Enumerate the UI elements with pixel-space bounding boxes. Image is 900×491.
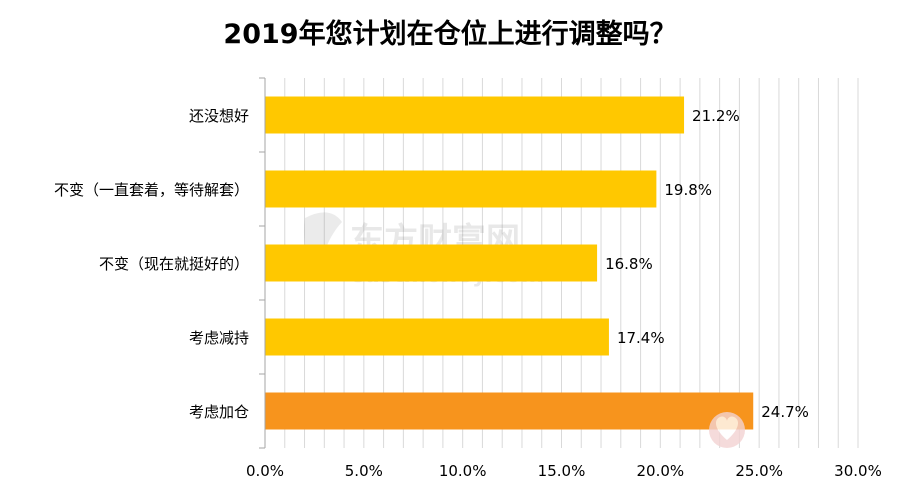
- bar: [265, 318, 609, 356]
- axes: [259, 77, 266, 449]
- bar: [265, 96, 685, 134]
- data-label: 16.8%: [605, 255, 653, 273]
- data-label: 24.7%: [761, 403, 809, 421]
- x-tick-label: 20.0%: [637, 462, 685, 480]
- bar: [265, 170, 657, 208]
- data-label: 19.8%: [664, 181, 712, 199]
- bars: [265, 96, 754, 430]
- x-tick-label: 25.0%: [735, 462, 783, 480]
- category-label: 考虑加仓: [189, 403, 249, 421]
- x-tick-label: 15.0%: [538, 462, 586, 480]
- bar: [265, 244, 598, 282]
- category-label: 不变（现在就挺好的）: [99, 255, 249, 273]
- category-label: 还没想好: [189, 107, 249, 125]
- chart-title: 2019年您计划在仓位上进行调整吗？: [223, 19, 677, 50]
- category-label: 考虑减持: [189, 329, 249, 347]
- labels: 还没想好 21.2% 不变（一直套着，等待解套） 19.8% 不变（现在就挺好的） 16.…: [54, 107, 882, 480]
- x-tick-label: 0.0%: [246, 462, 284, 480]
- corner-logo-icon: [709, 412, 745, 448]
- data-label: 17.4%: [617, 329, 665, 347]
- x-tick-label: 10.0%: [439, 462, 487, 480]
- data-label: 21.2%: [692, 107, 740, 125]
- bar: [265, 392, 754, 430]
- x-tick-label: 5.0%: [345, 462, 383, 480]
- x-tick-label: 30.0%: [834, 462, 882, 480]
- category-label: 不变（一直套着，等待解套）: [54, 181, 249, 199]
